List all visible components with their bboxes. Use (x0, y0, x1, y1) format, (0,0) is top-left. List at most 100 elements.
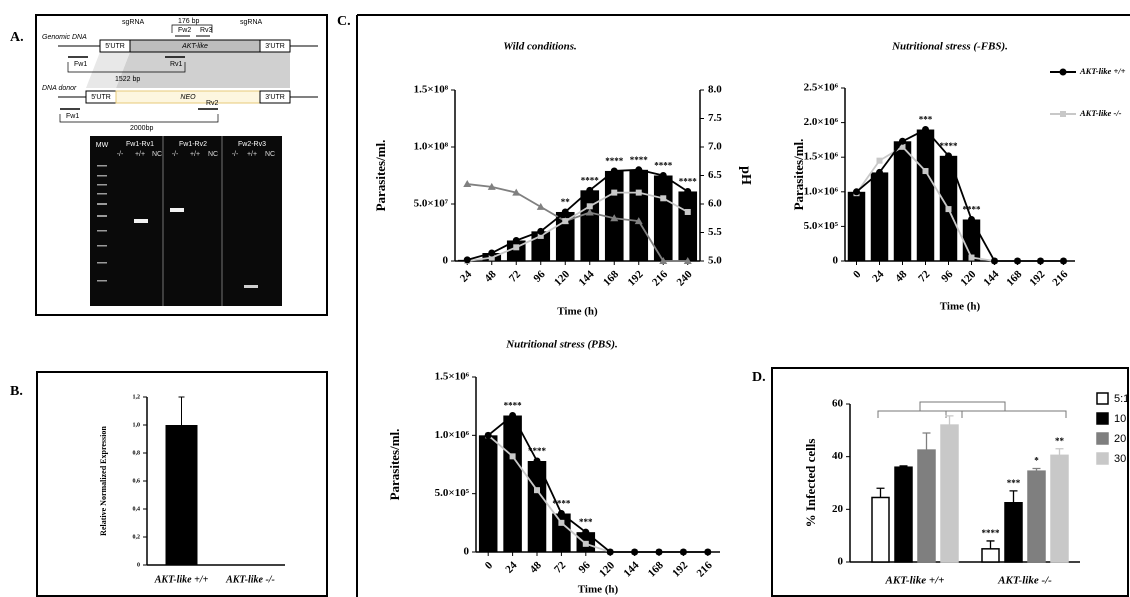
error-bar (1056, 449, 1064, 456)
legend-label: 30:1 (1114, 453, 1130, 465)
error-bar (987, 541, 995, 549)
y2-tick-label: 8.0 (708, 84, 722, 96)
x-tick-label: 192 (1027, 268, 1048, 289)
label: 3'UTR (265, 43, 285, 50)
label: Fw1 (74, 61, 87, 68)
point (853, 188, 860, 195)
point (946, 206, 952, 212)
point (968, 216, 975, 223)
y2-tick-label: 6.5 (708, 169, 722, 181)
significance-label: **** (982, 528, 1001, 538)
label: Fw2 (178, 27, 191, 34)
label: 5'UTR (91, 94, 111, 101)
bar (503, 416, 522, 553)
bar (1028, 471, 1045, 562)
x-tick-label: 0 (851, 268, 864, 281)
x-tick-label: AKT-like -/- (997, 575, 1052, 587)
lane-label: NC (265, 151, 275, 158)
y-tick-label: 0 (838, 556, 844, 568)
x-tick-label: 216 (1050, 268, 1071, 289)
point (488, 250, 495, 257)
x-tick-label: 144 (577, 268, 598, 289)
y-axis-label: Parasites/ml. (373, 140, 388, 212)
x-tick-label: 24 (870, 268, 887, 285)
gel-label: MW (96, 142, 109, 149)
y-tick-label: 0 (464, 546, 470, 558)
error-bar (946, 416, 954, 425)
y-axis-label: Parasites/ml. (387, 429, 402, 501)
ladder-band (97, 203, 107, 205)
x-tick-label: 144 (981, 268, 1002, 289)
x-tick-label: 72 (507, 268, 524, 285)
legend-swatch (1097, 413, 1108, 424)
bar (871, 172, 888, 261)
legend-swatch (1097, 433, 1108, 444)
x-tick-label: 192 (626, 268, 647, 289)
lane-label: -/- (172, 151, 179, 158)
y-tick-label: 0,8 (133, 450, 141, 456)
lane-label: NC (208, 151, 218, 158)
label: Rv2 (206, 100, 219, 107)
x-axis-label: Time (h) (578, 584, 619, 596)
x-tick-label: 96 (531, 268, 548, 285)
x-tick-label: 120 (552, 268, 573, 289)
bar (872, 497, 889, 562)
significance-label: **** (528, 446, 547, 456)
point (586, 187, 593, 194)
ladder-band (97, 280, 107, 282)
y-tick-label: 2.5×10⁶ (804, 82, 839, 94)
x-tick-label: 24 (458, 268, 475, 285)
gel-label: Fw1-Rv1 (126, 141, 154, 148)
y-tick-label: 0 (137, 562, 140, 568)
construct-diagram: Genomic DNA 5'UTR AKT-like 3'UTR sgRNA s… (42, 18, 318, 132)
point (635, 166, 642, 173)
y-tick-label: 60 (832, 398, 844, 410)
label: Fw1 (66, 113, 79, 120)
y-tick-label: 1.0×10⁶ (435, 429, 470, 441)
y-tick-label: 0 (833, 255, 839, 267)
point (509, 412, 516, 419)
bar (654, 176, 673, 262)
y-tick-label: 5.0×10⁵ (804, 220, 839, 232)
ladder-band (97, 245, 107, 247)
point (704, 549, 711, 556)
point (1060, 111, 1066, 117)
point (636, 190, 642, 196)
error-bar (1010, 491, 1018, 503)
ladder-band (97, 175, 107, 177)
point (945, 152, 952, 159)
point (923, 168, 929, 174)
x-tick-label: 168 (646, 559, 667, 580)
significance-label: ** (1055, 436, 1065, 446)
y-tick-label: 0,2 (133, 534, 141, 540)
y-tick-label: 20 (832, 503, 844, 515)
lane-label: NC (152, 151, 162, 158)
y2-tick-label: 6.0 (708, 198, 722, 210)
point (513, 244, 519, 250)
point (583, 541, 589, 547)
bar (580, 190, 599, 261)
x-tick-label: 120 (597, 559, 618, 580)
legend-swatch (1097, 393, 1108, 404)
legend-swatch (1097, 453, 1108, 464)
label: DNA donor (42, 85, 77, 92)
significance-label: **** (963, 205, 982, 215)
point (513, 237, 520, 244)
y-tick-label: 1.5×10⁶ (435, 371, 470, 383)
label: 5'UTR (105, 43, 125, 50)
significance-label: **** (654, 161, 673, 171)
y-tick-label: 5.0×10⁷ (414, 198, 449, 210)
point (607, 549, 614, 556)
gel-image (90, 136, 282, 306)
ladder-band (97, 230, 107, 232)
significance-label: * (1034, 456, 1039, 466)
label: 2000bp (130, 125, 153, 132)
error-bar (179, 397, 185, 425)
x-tick-label: 216 (650, 268, 671, 289)
gel-label: Fw2-Rv3 (238, 141, 266, 148)
y-tick-label: 40 (832, 450, 844, 462)
panel-label: A. (10, 30, 24, 45)
bar (895, 467, 912, 562)
y2-tick-label: 7.0 (708, 141, 722, 153)
gel-band (134, 219, 148, 223)
